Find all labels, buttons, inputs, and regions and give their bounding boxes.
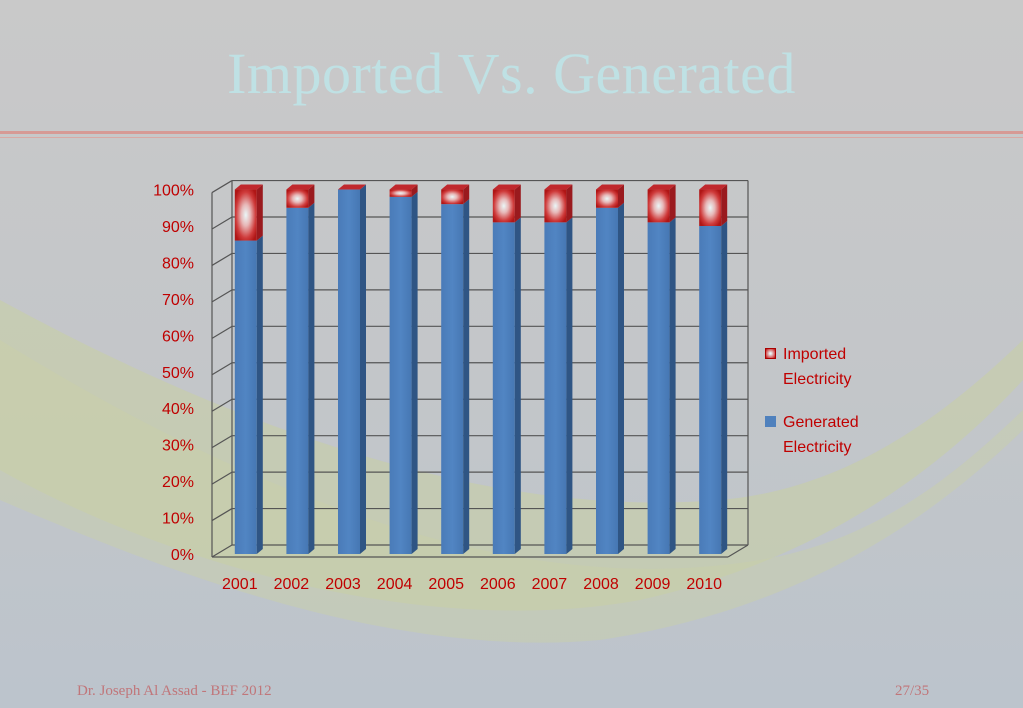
bar-imported-side bbox=[618, 184, 624, 208]
bar-imported-2010 bbox=[699, 189, 722, 226]
title-divider bbox=[0, 131, 1023, 134]
x-tick-label: 2002 bbox=[274, 576, 310, 593]
bar-imported-top bbox=[286, 184, 315, 190]
bar-generated-side bbox=[256, 235, 263, 554]
x-tick-label: 2006 bbox=[480, 576, 516, 593]
bar-imported-2007 bbox=[544, 189, 567, 223]
y-tick-label: 70% bbox=[162, 292, 194, 309]
legend-label-generated: Generated Electricity bbox=[783, 414, 859, 456]
bar-generated-2007 bbox=[544, 222, 567, 554]
legend-label-imported: Imported Electricity bbox=[783, 346, 852, 388]
bar-generated-side bbox=[411, 191, 418, 555]
y-tick-label: 10% bbox=[162, 511, 194, 528]
bar-generated-2002 bbox=[286, 207, 309, 554]
bar-generated-side bbox=[721, 220, 728, 554]
y-tick-label: 80% bbox=[162, 255, 194, 272]
bar-imported-2009 bbox=[647, 189, 670, 223]
bar-imported-2002 bbox=[286, 189, 309, 208]
bar-imported-top bbox=[492, 184, 521, 190]
bar-imported-2001 bbox=[234, 189, 257, 241]
bar-imported-top bbox=[596, 184, 624, 190]
bar-imported-side bbox=[669, 184, 676, 223]
y-tick-label: 50% bbox=[162, 365, 194, 382]
bar-generated-side bbox=[463, 199, 470, 555]
bar-imported-top bbox=[647, 184, 676, 190]
bar-imported-top bbox=[699, 184, 728, 190]
gridline-depth bbox=[211, 362, 233, 376]
gridline-depth bbox=[211, 471, 233, 485]
bar-generated-2003 bbox=[338, 189, 360, 555]
legend-item-imported: Imported Electricity bbox=[765, 342, 893, 392]
bars bbox=[234, 184, 728, 555]
gridline-depth bbox=[211, 252, 233, 266]
legend-item-generated: Generated Electricity bbox=[765, 410, 893, 460]
bar-generated-2010 bbox=[699, 225, 722, 554]
bar-generated-2001 bbox=[234, 240, 257, 554]
y-tick-label: 90% bbox=[162, 219, 194, 236]
gridline-depth bbox=[211, 180, 233, 194]
legend-swatch-generated bbox=[765, 416, 776, 427]
bar-imported-2004 bbox=[389, 189, 412, 197]
bar-generated-side bbox=[308, 202, 315, 554]
title-divider-thin bbox=[0, 137, 1023, 138]
x-tick-label: 2001 bbox=[222, 576, 258, 593]
bar-generated-2009 bbox=[647, 222, 670, 554]
y-tick-label: 100% bbox=[153, 183, 194, 200]
y-tick-label: 40% bbox=[162, 401, 194, 418]
bar-generated-2006 bbox=[492, 222, 515, 554]
bar-imported-top bbox=[234, 184, 263, 190]
bar-imported-side bbox=[463, 184, 470, 205]
bar-imported-top bbox=[389, 184, 418, 190]
gridline-depth bbox=[211, 325, 233, 339]
x-tick-label: 2005 bbox=[428, 576, 464, 593]
bar-imported-top bbox=[441, 184, 470, 190]
y-tick-label: 20% bbox=[162, 474, 194, 491]
slide-title: Imported Vs. Generated bbox=[227, 41, 796, 106]
bar-imported-side bbox=[514, 184, 521, 223]
bar-imported-side bbox=[308, 184, 315, 208]
gridline-depth bbox=[211, 289, 233, 303]
axes bbox=[211, 180, 749, 558]
x-tick-label: 2007 bbox=[532, 576, 568, 593]
bar-generated-side bbox=[360, 184, 366, 555]
bar-imported-side bbox=[566, 184, 573, 223]
y-tick-labels: 0% 10% 20% 30% 40% 50% 60% 70% 80% 90% 100% bbox=[153, 183, 194, 564]
footer-page-number: 27/35 bbox=[895, 683, 930, 699]
bar-generated-side bbox=[669, 217, 676, 554]
legend-swatch-imported bbox=[765, 348, 776, 359]
bar-imported-2008 bbox=[596, 189, 618, 208]
x-tick-label: 2004 bbox=[377, 576, 413, 593]
bar-imported-side bbox=[256, 184, 263, 241]
bar-top-cap bbox=[338, 184, 366, 190]
bar-generated-2008 bbox=[596, 207, 618, 554]
x-tick-label: 2003 bbox=[325, 576, 361, 593]
bar-generated-2004 bbox=[389, 196, 412, 555]
bar-generated-side bbox=[566, 217, 573, 554]
gridline-depth bbox=[211, 398, 233, 412]
footer-author: Dr. Joseph Al Assad - BEF 2012 bbox=[77, 683, 272, 699]
bar-imported-2005 bbox=[441, 189, 464, 205]
chart-legend: Imported Electricity Generated Electrici… bbox=[765, 342, 893, 478]
bar-generated-2005 bbox=[441, 204, 464, 555]
bar-imported-top bbox=[544, 184, 573, 190]
bar-imported-2006 bbox=[492, 189, 515, 223]
x-tick-label: 2010 bbox=[686, 576, 722, 593]
y-tick-label: 30% bbox=[162, 438, 194, 455]
gridline-depth bbox=[211, 435, 233, 449]
floor-right-edge bbox=[727, 544, 749, 558]
bar-imported-side bbox=[411, 184, 418, 197]
bar-generated-side bbox=[618, 202, 624, 554]
gridline-depth bbox=[211, 544, 233, 558]
x-tick-labels: 2001 2002 2003 2004 2005 2006 2007 2008 2009 2010 bbox=[222, 576, 722, 593]
x-tick-label: 2009 bbox=[635, 576, 671, 593]
gridline-depth bbox=[211, 508, 233, 522]
bar-generated-side bbox=[514, 217, 521, 554]
y-tick-label: 60% bbox=[162, 328, 194, 345]
y-tick-label: 0% bbox=[171, 547, 194, 564]
x-tick-label: 2008 bbox=[583, 576, 619, 593]
bar-imported-side bbox=[721, 184, 728, 226]
gridline-depth bbox=[211, 216, 233, 230]
